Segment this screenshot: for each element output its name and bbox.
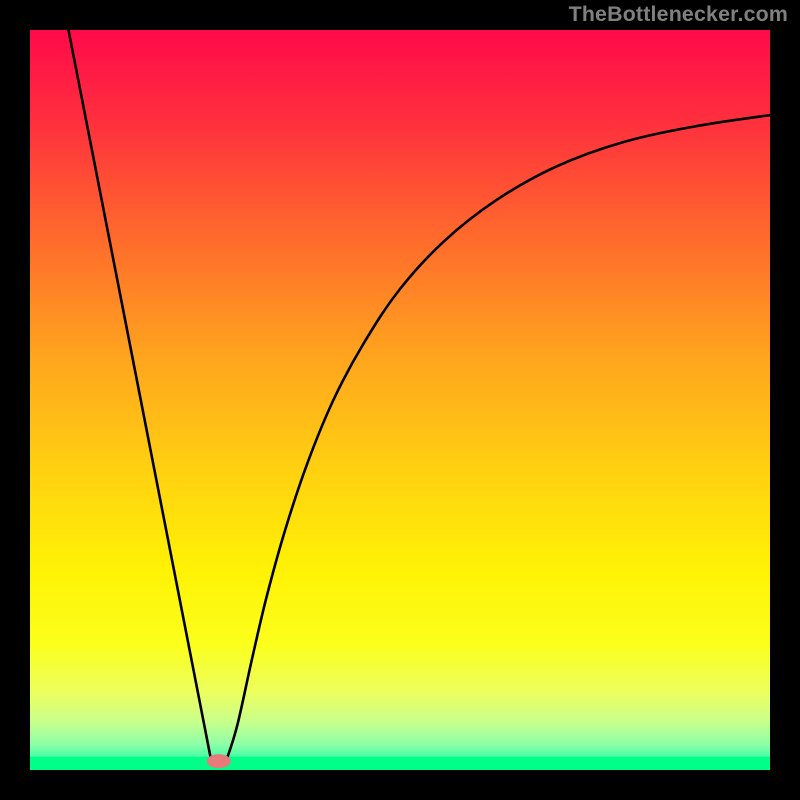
- figure-root: TheBottlenecker.com: [0, 0, 800, 800]
- plot-area: [30, 30, 770, 770]
- watermark-text: TheBottlenecker.com: [569, 2, 788, 27]
- plot-svg: [30, 30, 770, 770]
- valley-marker: [207, 754, 231, 768]
- bottom-band: [30, 757, 770, 770]
